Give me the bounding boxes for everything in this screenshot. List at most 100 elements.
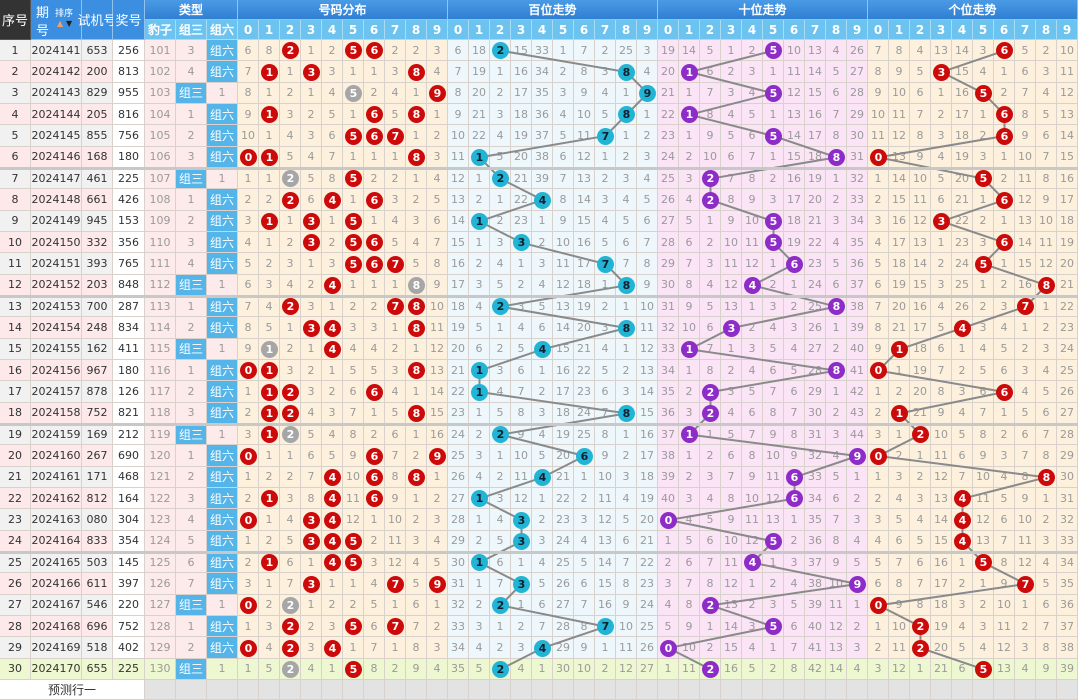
- predict-cell[interactable]: [889, 680, 910, 700]
- row-test-number: 878: [82, 381, 113, 403]
- predict-cell[interactable]: [700, 680, 721, 700]
- predict-cell[interactable]: [847, 680, 868, 700]
- row-units-cell: 10: [1015, 509, 1036, 531]
- predict-cell[interactable]: [784, 680, 805, 700]
- sort-down-icon[interactable]: ▼: [66, 19, 73, 28]
- predict-cell[interactable]: [511, 680, 532, 700]
- predict-cell[interactable]: [448, 680, 469, 700]
- predict-cell[interactable]: [805, 680, 826, 700]
- header-tens-digit: 1: [679, 20, 700, 40]
- predict-cell[interactable]: [679, 680, 700, 700]
- row-dist-cell: 2: [406, 189, 427, 211]
- row-tens-cell: 9: [763, 424, 784, 446]
- row-units-cell: 12: [889, 125, 910, 147]
- row-tens-cell: 32: [805, 445, 826, 467]
- row-tens-cell: 6: [742, 125, 763, 147]
- row-zusan-miss: 3: [176, 232, 207, 254]
- predict-cell[interactable]: [238, 680, 259, 700]
- row-units-cell: 6: [910, 82, 931, 104]
- row-hundreds-cell: 3: [616, 466, 637, 488]
- predict-cell[interactable]: [385, 680, 406, 700]
- row-tens-cell: 2: [658, 552, 679, 574]
- predict-cell[interactable]: [910, 680, 931, 700]
- predict-cell[interactable]: [658, 680, 679, 700]
- row-tens-cell: 7: [763, 381, 784, 403]
- row-baozi-miss: 119: [145, 424, 176, 446]
- predict-cell[interactable]: [469, 680, 490, 700]
- predict-cell[interactable]: [973, 680, 994, 700]
- predict-cell[interactable]: [176, 680, 207, 700]
- row-hundreds-cell: 17: [637, 445, 658, 467]
- row-units-cell: 4: [931, 296, 952, 318]
- dist-ball: 4: [324, 468, 341, 486]
- dist-ball: 9: [429, 447, 446, 465]
- predict-cell[interactable]: [1036, 680, 1057, 700]
- predict-cell[interactable]: [763, 680, 784, 700]
- dist-ball: 0: [240, 362, 257, 380]
- predict-cell[interactable]: [616, 680, 637, 700]
- sort-button[interactable]: 排序: [55, 9, 74, 19]
- row-hundreds-cell: 5: [490, 530, 511, 552]
- predict-cell[interactable]: [742, 680, 763, 700]
- predict-cell[interactable]: [931, 680, 952, 700]
- row-dist-cell: 3: [280, 360, 301, 382]
- predict-cell[interactable]: [532, 680, 553, 700]
- predict-cell[interactable]: [994, 680, 1015, 700]
- row-dist-cell: 1: [301, 40, 322, 62]
- predict-cell[interactable]: [553, 680, 574, 700]
- row-hundreds-cell: 2: [574, 488, 595, 510]
- predict-cell[interactable]: [1015, 680, 1036, 700]
- predict-cell[interactable]: [301, 680, 322, 700]
- tens-ball: 5: [765, 532, 782, 550]
- zuliu-tag: 组六: [207, 210, 238, 232]
- row-dist-cell: 7: [322, 146, 343, 168]
- predict-cell[interactable]: [145, 680, 176, 700]
- dist-ball: 0: [240, 447, 257, 465]
- predict-cell[interactable]: [574, 680, 595, 700]
- tens-ball: 5: [765, 84, 782, 102]
- row-hundreds-cell: 1: [616, 338, 637, 360]
- predict-cell[interactable]: [952, 680, 973, 700]
- sort-up-icon[interactable]: ▲: [57, 19, 64, 28]
- row-units-cell: 36: [1057, 594, 1078, 616]
- hundreds-ball: 1: [471, 212, 488, 230]
- predict-cell[interactable]: [207, 680, 238, 700]
- row-units-cell: 9: [910, 146, 931, 168]
- predict-cell[interactable]: [322, 680, 343, 700]
- row-hundreds-cell: 10: [616, 616, 637, 638]
- predict-cell[interactable]: [1057, 680, 1078, 700]
- row-units-cell: 13: [1015, 210, 1036, 232]
- dist-ball: 3: [303, 532, 320, 550]
- predict-cell[interactable]: [490, 680, 511, 700]
- predict-cell[interactable]: [280, 680, 301, 700]
- group-separator: [0, 166, 1078, 170]
- row-tens-cell: 3: [679, 402, 700, 424]
- predict-cell[interactable]: [259, 680, 280, 700]
- predict-cell[interactable]: [637, 680, 658, 700]
- predict-cell[interactable]: [406, 680, 427, 700]
- row-dist-cell: 1: [280, 210, 301, 232]
- predict-cell[interactable]: [595, 680, 616, 700]
- row-hundreds-cell: 4: [490, 509, 511, 531]
- row-tens-cell: 8: [679, 274, 700, 296]
- predict-cell[interactable]: [868, 680, 889, 700]
- row-tens-cell: 12: [742, 530, 763, 552]
- predict-cell[interactable]: [826, 680, 847, 700]
- predict-cell[interactable]: [364, 680, 385, 700]
- header-units-digit: 2: [910, 20, 931, 40]
- predict-cell[interactable]: [343, 680, 364, 700]
- row-seq: 3: [0, 82, 31, 104]
- row-tens-cell: 14: [784, 125, 805, 147]
- predict-cell[interactable]: [427, 680, 448, 700]
- predict-cell[interactable]: [721, 680, 742, 700]
- row-dist-cell: 1: [238, 168, 259, 190]
- row-hundreds-cell: 7: [574, 594, 595, 616]
- row-units-cell: 3: [1036, 338, 1057, 360]
- row-dist-cell: 2: [343, 594, 364, 616]
- row-hundreds-cell: 12: [553, 274, 574, 296]
- row-tens-cell: 38: [805, 573, 826, 595]
- units-ball: 3: [933, 63, 950, 81]
- header-period[interactable]: 期号排序 ▲ ▼: [31, 0, 82, 40]
- row-units-cell: 7: [910, 104, 931, 126]
- row-units-cell: 39: [1057, 658, 1078, 680]
